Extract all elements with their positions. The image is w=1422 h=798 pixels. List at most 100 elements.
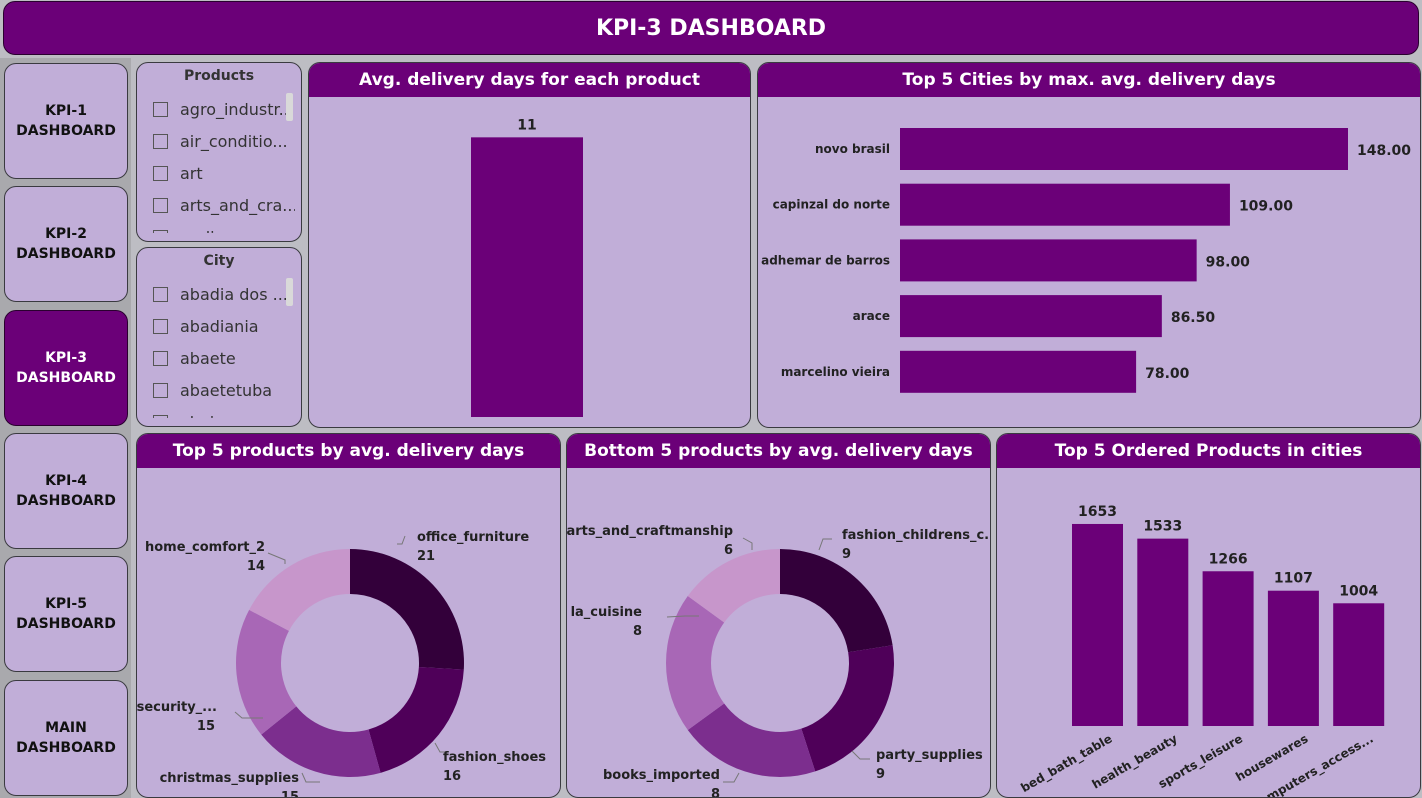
- donut-slice: [666, 595, 725, 731]
- slicer-option[interactable]: audio: [153, 221, 295, 233]
- checkbox[interactable]: [153, 229, 168, 233]
- nav-label-line2: DASHBOARD: [16, 493, 116, 509]
- bottom-products-panel: Bottom 5 products by avg. delivery days …: [566, 433, 991, 798]
- nav-label-line1: KPI-2: [45, 226, 87, 242]
- checkbox[interactable]: [153, 286, 168, 302]
- nav-kpi-5-button[interactable]: KPI-5 DASHBOARD: [4, 556, 128, 672]
- slicer-option-label: arts_and_cra...: [180, 195, 295, 215]
- slice-category-label: fashion_childrens_c...: [842, 528, 990, 543]
- category-label: adhemar de barros: [761, 253, 890, 267]
- leader-line: [818, 538, 832, 551]
- checkbox[interactable]: [153, 101, 168, 117]
- bottom-products-donut: fashion_childrens_c... 9 party_supplies 9 bo…: [567, 524, 990, 798]
- checkbox[interactable]: [153, 414, 168, 418]
- data-label: 109.00: [1239, 199, 1293, 215]
- products-slicer-list[interactable]: agro_industr... air_conditio... art arts…: [153, 93, 295, 233]
- checkbox[interactable]: [153, 382, 168, 398]
- category-label: arace: [853, 309, 890, 323]
- slice-category-label: arts_and_craftmanship: [567, 524, 733, 539]
- checkbox[interactable]: [153, 350, 168, 366]
- slicer-option[interactable]: abaiara: [153, 406, 295, 418]
- leader-line: [397, 535, 406, 545]
- checkbox[interactable]: [153, 133, 168, 149]
- slicer-option[interactable]: art: [153, 157, 295, 189]
- category-label: novo brasil: [815, 142, 890, 156]
- nav-kpi-3-button[interactable]: KPI-3 DASHBOARD: [4, 310, 128, 426]
- slice-value-label: 21: [417, 549, 435, 564]
- nav-label-line2: DASHBOARD: [16, 123, 116, 139]
- slicer-option[interactable]: abaete: [153, 342, 295, 374]
- slicer-option[interactable]: abadiania: [153, 310, 295, 342]
- slicer-option[interactable]: abaetetuba: [153, 374, 295, 406]
- bar: [1202, 571, 1254, 726]
- slicer-option-label: abaete: [180, 348, 236, 368]
- slicer-option[interactable]: air_conditio...: [153, 125, 295, 157]
- slicer-option-label: air_conditio...: [180, 131, 288, 151]
- slicer-option-label: abaetetuba: [180, 380, 273, 400]
- slicer-option[interactable]: abadia dos ...: [153, 278, 295, 310]
- scrollbar[interactable]: [286, 278, 293, 306]
- data-label: 78.00: [1145, 366, 1190, 382]
- slice-value-label: 8: [633, 624, 642, 639]
- nav-kpi-1-button[interactable]: KPI-1 DASHBOARD: [4, 63, 128, 179]
- checkbox[interactable]: [153, 165, 168, 181]
- checkbox[interactable]: [153, 318, 168, 334]
- data-label: 1266: [1209, 551, 1248, 567]
- leader-line: [851, 750, 870, 760]
- slicer-option-label: abadiania: [180, 316, 259, 336]
- products-slicer: Products agro_industr... air_conditio...…: [136, 62, 302, 242]
- city-slicer-title: City: [203, 253, 235, 269]
- slice-value-label: 9: [876, 767, 885, 782]
- bar: [1267, 590, 1319, 726]
- slicer-option[interactable]: agro_industr...: [153, 93, 295, 125]
- nav-label-line2: DASHBOARD: [16, 616, 116, 632]
- scrollbar[interactable]: [286, 93, 293, 121]
- donut-slice: [780, 549, 893, 653]
- nav-main-button[interactable]: MAIN DASHBOARD: [4, 680, 128, 796]
- leader-line: [723, 772, 740, 783]
- avg-delivery-chart: 11: [471, 117, 583, 417]
- nav-sidebar: KPI-1 DASHBOARD KPI-2 DASHBOARD KPI-3 DA…: [0, 58, 131, 798]
- leader-line: [301, 772, 320, 783]
- data-label: 1107: [1274, 571, 1313, 587]
- slice-value-label: 16: [443, 769, 461, 784]
- bar: [900, 128, 1348, 170]
- bar: [1333, 603, 1385, 726]
- leader-line: [234, 711, 263, 719]
- checkbox[interactable]: [153, 197, 168, 213]
- nav-kpi-2-button[interactable]: KPI-2 DASHBOARD: [4, 186, 128, 302]
- slice-category-label: home_comfort_2: [145, 540, 265, 555]
- donut-slice: [350, 549, 464, 670]
- category-label: marcelino vieira: [781, 365, 890, 379]
- chart-title: Top 5 products by avg. delivery days: [137, 434, 560, 468]
- top-ordered-chart: 1653bed_bath_table1533health_beauty1266s…: [1018, 504, 1385, 797]
- donut-slice: [261, 706, 381, 777]
- slice-category-label: office_furniture: [417, 530, 529, 545]
- nav-label-line1: KPI-1: [45, 103, 87, 119]
- donut-slice: [687, 549, 780, 623]
- donut-slice: [801, 645, 894, 772]
- nav-label-line2: DASHBOARD: [16, 246, 116, 262]
- slice-value-label: 9: [842, 547, 851, 562]
- chart-title: Top 5 Ordered Products in cities: [997, 434, 1420, 468]
- nav-label-line1: KPI-5: [45, 596, 87, 612]
- data-label: 1653: [1078, 504, 1117, 520]
- slice-category-label: la_cuisine: [571, 605, 643, 620]
- slice-category-label: party_supplies: [876, 748, 983, 763]
- nav-kpi-4-button[interactable]: KPI-4 DASHBOARD: [4, 433, 128, 549]
- slice-value-label: 6: [724, 543, 733, 558]
- slicer-option[interactable]: arts_and_cra...: [153, 189, 295, 221]
- slicer-option-label: audio: [180, 228, 224, 234]
- leader-line: [666, 615, 699, 618]
- nav-label-line1: MAIN: [45, 720, 87, 736]
- slice-category-label: books_imported: [603, 768, 720, 783]
- slice-value-label: 8: [711, 787, 720, 798]
- dashboard-title: KPI-3 DASHBOARD: [3, 1, 1419, 55]
- top-products-donut: office_furniture 21 fashion_shoes 16 christm…: [137, 530, 546, 797]
- city-slicer-list[interactable]: abadia dos ... abadiania abaete abaetetu…: [153, 278, 295, 418]
- data-label: 86.50: [1171, 310, 1216, 326]
- donut-slice: [687, 703, 816, 777]
- chart-title: Avg. delivery days for each product: [309, 63, 750, 97]
- data-label: 1533: [1143, 519, 1182, 535]
- city-slicer: City abadia dos ... abadiania abaete aba…: [136, 247, 302, 427]
